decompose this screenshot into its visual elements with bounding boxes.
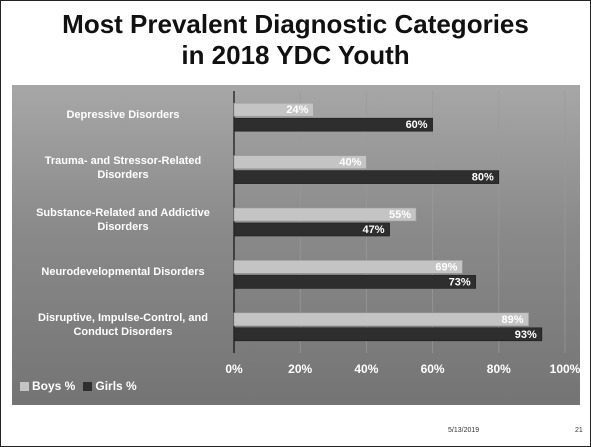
data-label-boys: 55% xyxy=(389,209,411,221)
data-label-boys: 40% xyxy=(339,157,361,169)
data-label-boys: 24% xyxy=(286,104,308,116)
category-label: Neurodevelopmental Disorders xyxy=(41,266,205,279)
legend-swatch-boys xyxy=(20,381,29,391)
title-line-2: in 2018 YDC Youth xyxy=(181,40,410,70)
bar-boys xyxy=(233,312,529,327)
x-tick-label: 100% xyxy=(550,362,580,376)
legend-item-girls: Girls % xyxy=(83,379,137,393)
data-label-boys: 69% xyxy=(435,261,457,273)
bar-girls xyxy=(233,170,500,184)
bar-boys xyxy=(233,260,463,274)
legend-label-boys: Boys % xyxy=(32,379,76,393)
category-label: Disruptive, Impulse-Control, and Conduct … xyxy=(38,311,208,338)
slide-title: Most Prevalent Diagnostic Categories in … xyxy=(1,9,590,71)
chart-panel: 0% 20% 40% 60% 80% 100% 24% 60% 40% 80% 55% 47% 69% 7… xyxy=(12,85,580,405)
data-label-girls: 73% xyxy=(449,276,471,288)
legend-item-boys: Boys % xyxy=(20,379,75,393)
bar-girls xyxy=(233,117,433,132)
x-tick-label: 60% xyxy=(421,362,445,376)
data-label-girls: 47% xyxy=(363,224,385,236)
legend: Boys % Girls % xyxy=(20,379,137,393)
legend-label-girls: Girls % xyxy=(95,379,137,393)
bar-girls xyxy=(233,222,390,237)
data-label-boys: 89% xyxy=(502,314,524,326)
x-tick-label: 40% xyxy=(354,362,378,376)
bar-girls xyxy=(233,275,476,289)
category-label: Trauma- and Stressor-Related Disorders xyxy=(44,154,202,181)
data-label-girls: 60% xyxy=(406,119,428,131)
footer-date: 5/13/2019 xyxy=(448,427,480,434)
bar-boys xyxy=(233,102,314,117)
page-number: 21 xyxy=(575,427,583,434)
bar-girls xyxy=(233,327,543,342)
data-label-girls: 80% xyxy=(472,172,494,184)
bar-boys xyxy=(233,207,417,222)
bar-boys xyxy=(233,155,367,169)
category-label: Substance-Related and Addictive Disorders xyxy=(36,207,210,233)
x-tick-label: 0% xyxy=(225,362,243,376)
bar-chart: 0% 20% 40% 60% 80% 100% 24% 60% 40% 80% 55% 47% 69% 7… xyxy=(225,91,580,376)
title-line-1: Most Prevalent Diagnostic Categories xyxy=(62,9,529,39)
legend-swatch-girls xyxy=(83,381,93,391)
x-tick-label: 20% xyxy=(288,362,312,376)
category-label: Depressive Disorders xyxy=(66,109,180,122)
x-tick-label: 80% xyxy=(487,362,511,376)
data-label-girls: 93% xyxy=(515,329,537,341)
